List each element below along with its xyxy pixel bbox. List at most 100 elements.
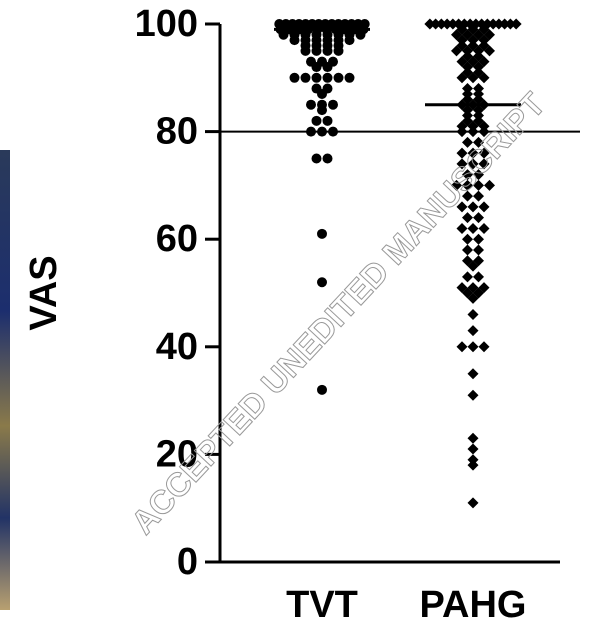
data-point bbox=[278, 29, 289, 40]
data-point bbox=[355, 29, 366, 40]
data-point bbox=[467, 147, 479, 159]
data-point bbox=[306, 99, 316, 110]
data-point bbox=[478, 341, 490, 353]
data-point bbox=[510, 18, 522, 30]
data-point bbox=[333, 45, 344, 56]
y-tick-label: 60 bbox=[156, 218, 198, 260]
y-tick-label: 0 bbox=[177, 541, 198, 583]
data-point bbox=[462, 136, 473, 148]
data-point bbox=[300, 45, 311, 56]
data-point bbox=[478, 147, 490, 159]
data-point bbox=[456, 201, 468, 213]
data-point bbox=[484, 179, 495, 191]
data-point bbox=[322, 153, 333, 164]
data-point bbox=[311, 72, 322, 83]
data-point bbox=[467, 292, 479, 304]
data-point bbox=[467, 497, 479, 509]
photo-edge bbox=[0, 150, 10, 610]
data-point bbox=[322, 115, 333, 126]
data-point bbox=[456, 222, 468, 234]
data-point bbox=[467, 459, 479, 471]
data-point bbox=[311, 45, 322, 56]
data-point bbox=[451, 179, 462, 191]
data-point bbox=[462, 212, 473, 224]
data-point bbox=[473, 271, 484, 283]
data-point bbox=[473, 179, 484, 191]
data-point bbox=[478, 23, 490, 35]
data-point bbox=[311, 115, 322, 126]
data-point bbox=[451, 45, 462, 57]
data-point bbox=[493, 18, 505, 30]
data-point bbox=[467, 368, 479, 380]
data-point bbox=[456, 23, 468, 35]
data-point bbox=[478, 126, 490, 138]
data-point bbox=[456, 341, 468, 353]
watermark: ACCEPTED UNEDITED MANUSCRIPT bbox=[124, 85, 552, 541]
y-tick-label: 20 bbox=[156, 433, 198, 475]
data-point bbox=[311, 62, 322, 73]
data-point bbox=[478, 201, 490, 213]
data-point bbox=[306, 126, 316, 137]
data-point bbox=[473, 212, 484, 224]
data-point bbox=[467, 341, 479, 353]
data-point bbox=[467, 201, 479, 213]
data-point bbox=[317, 384, 327, 395]
data-point bbox=[456, 72, 468, 84]
data-point bbox=[300, 72, 311, 83]
data-point bbox=[484, 45, 495, 57]
data-point bbox=[478, 158, 490, 170]
data-point bbox=[317, 88, 327, 99]
data-point bbox=[462, 271, 473, 283]
data-point bbox=[467, 325, 479, 337]
data-point bbox=[467, 443, 479, 455]
data-point bbox=[467, 260, 479, 272]
data-point bbox=[333, 72, 344, 83]
data-point bbox=[456, 126, 468, 138]
data-point bbox=[328, 99, 338, 110]
data-point bbox=[289, 72, 300, 83]
x-tick-label: TVT bbox=[286, 584, 358, 626]
data-point bbox=[499, 18, 511, 30]
data-point bbox=[462, 244, 473, 256]
data-point bbox=[344, 35, 355, 46]
data-point bbox=[317, 228, 327, 239]
data-point bbox=[487, 18, 499, 30]
data-point bbox=[467, 23, 479, 35]
y-tick-label: 100 bbox=[135, 3, 198, 45]
data-point bbox=[467, 222, 479, 234]
data-point bbox=[317, 277, 327, 288]
data-point bbox=[473, 136, 484, 148]
data-point bbox=[456, 147, 468, 159]
data-point bbox=[478, 56, 490, 68]
x-tick-label: PAHG bbox=[420, 584, 527, 626]
data-point bbox=[467, 432, 479, 444]
data-point bbox=[435, 18, 447, 30]
data-point bbox=[456, 158, 468, 170]
data-point bbox=[322, 45, 333, 56]
data-point bbox=[478, 222, 490, 234]
data-point bbox=[467, 389, 479, 401]
data-point bbox=[317, 105, 327, 116]
data-point bbox=[462, 190, 473, 202]
data-point bbox=[462, 179, 473, 191]
data-point bbox=[289, 35, 300, 46]
data-point bbox=[467, 126, 479, 138]
data-point bbox=[424, 18, 436, 30]
data-point bbox=[473, 233, 484, 245]
data-point bbox=[462, 169, 473, 181]
y-tick-label: 80 bbox=[156, 111, 198, 153]
data-point bbox=[441, 18, 453, 30]
data-point bbox=[447, 18, 459, 30]
data-point bbox=[462, 233, 473, 245]
y-axis-label: VAS bbox=[23, 255, 65, 330]
data-point bbox=[467, 309, 479, 321]
data-point bbox=[328, 126, 338, 137]
data-point bbox=[322, 62, 333, 73]
data-point bbox=[467, 72, 479, 84]
y-tick-label: 40 bbox=[156, 326, 198, 368]
data-point bbox=[473, 169, 484, 181]
data-point bbox=[344, 72, 355, 83]
data-point bbox=[322, 72, 333, 83]
